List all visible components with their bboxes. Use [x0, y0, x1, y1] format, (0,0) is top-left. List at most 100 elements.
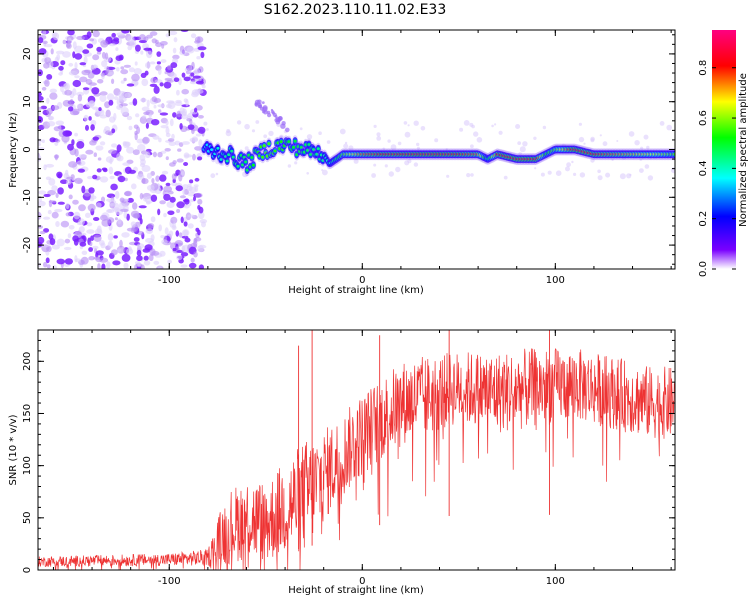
- noise-blob: [189, 80, 197, 85]
- noise-blob: [82, 87, 90, 91]
- noise-blob: [60, 220, 70, 228]
- noise-blob: [85, 212, 91, 218]
- faint-blob: [566, 162, 571, 168]
- ridge-core: [219, 158, 223, 161]
- faint-blob: [518, 152, 523, 156]
- faint-blob: [498, 130, 503, 135]
- noise-blob: [108, 99, 114, 106]
- noise-blob: [158, 109, 162, 113]
- noise-blob: [95, 250, 104, 256]
- noise-blob: [97, 79, 104, 84]
- noise-blob: [62, 130, 71, 137]
- noise-blob: [46, 264, 51, 269]
- figure-title: S162.2023.110.11.02.E33: [264, 2, 447, 18]
- noise-blob: [80, 232, 87, 236]
- noise-blob: [127, 35, 135, 44]
- noise-blob: [172, 47, 177, 54]
- noise-blob: [57, 201, 65, 205]
- noise-blob: [164, 227, 169, 235]
- faint-blob: [597, 175, 603, 181]
- noise-blob: [158, 137, 162, 143]
- faint-blob: [619, 173, 626, 180]
- ridge-core: [305, 149, 310, 152]
- noise-blob: [195, 227, 200, 232]
- noise-blob: [49, 92, 58, 100]
- noise-blob: [38, 48, 47, 55]
- noise-blob: [126, 213, 130, 221]
- noise-blob: [86, 222, 93, 227]
- noise-blob: [74, 132, 78, 137]
- noise-blob: [67, 233, 72, 239]
- noise-blob: [58, 65, 64, 71]
- noise-blob: [124, 141, 131, 147]
- noise-blob: [120, 107, 129, 115]
- noise-blob: [139, 192, 144, 200]
- ridge-core: [287, 140, 291, 144]
- noise-blob: [92, 136, 100, 141]
- faint-blob: [203, 121, 208, 126]
- noise-blob: [201, 221, 206, 228]
- noise-blob: [137, 261, 141, 268]
- noise-blob: [194, 68, 200, 75]
- noise-blob: [186, 185, 193, 192]
- noise-blob: [145, 122, 149, 129]
- noise-blob: [149, 61, 156, 65]
- noise-blob: [46, 108, 53, 115]
- noise-blob: [68, 62, 74, 67]
- noise-blob: [66, 176, 74, 180]
- noise-blob: [127, 45, 132, 51]
- noise-blob: [60, 179, 68, 184]
- noise-blob: [78, 204, 86, 212]
- noise-blob: [116, 32, 126, 37]
- noise-blob: [109, 202, 116, 207]
- noise-blob: [140, 264, 145, 269]
- faint-blob: [326, 140, 331, 144]
- noise-blob: [90, 235, 95, 241]
- faint-blob: [590, 138, 595, 143]
- faint-blob: [466, 173, 471, 178]
- noise-blob: [93, 152, 98, 157]
- noise-blob: [130, 221, 137, 227]
- noise-blob: [38, 200, 46, 207]
- ridge-core: [241, 163, 245, 167]
- noise-blob: [176, 89, 180, 96]
- noise-blob: [111, 128, 116, 134]
- noise-blob: [159, 174, 167, 182]
- noise-blob: [193, 196, 196, 202]
- noise-blob: [159, 250, 166, 257]
- noise-blob: [180, 216, 184, 224]
- noise-blob: [86, 43, 94, 49]
- noise-blob: [165, 120, 169, 126]
- ridge-core: [307, 143, 311, 146]
- noise-blob: [107, 240, 114, 249]
- ridge-core: [261, 155, 265, 159]
- noise-blob: [91, 87, 100, 95]
- colorbar: 0.0 0.2 0.4 0.6 0.8 Normalized spectral ampl…: [698, 30, 749, 277]
- noise-blob: [85, 149, 94, 155]
- faint-blob: [371, 173, 376, 178]
- noise-blob: [161, 43, 165, 49]
- noise-blob: [38, 37, 44, 44]
- noise-blob: [157, 104, 165, 108]
- noise-blob: [119, 239, 123, 248]
- faint-blob: [287, 164, 292, 168]
- noise-blob: [167, 210, 175, 216]
- faint-blob: [382, 147, 385, 150]
- faint-blob: [236, 120, 242, 125]
- noise-blob: [99, 91, 108, 96]
- noise-blob: [107, 209, 113, 213]
- noise-blob: [146, 184, 155, 191]
- ridge-core: [279, 140, 283, 144]
- faint-blob: [643, 134, 649, 140]
- noise-blob: [196, 56, 201, 60]
- noise-blob: [120, 69, 129, 75]
- faint-blob: [579, 172, 586, 178]
- upper-track-blob: [277, 116, 283, 121]
- noise-blob: [159, 112, 169, 116]
- noise-blob: [106, 198, 114, 202]
- noise-blob: [101, 60, 108, 68]
- spectrogram-y-axis-label: Frequency (Hz): [8, 112, 19, 188]
- noise-blob: [60, 60, 66, 66]
- noise-blob: [51, 185, 58, 192]
